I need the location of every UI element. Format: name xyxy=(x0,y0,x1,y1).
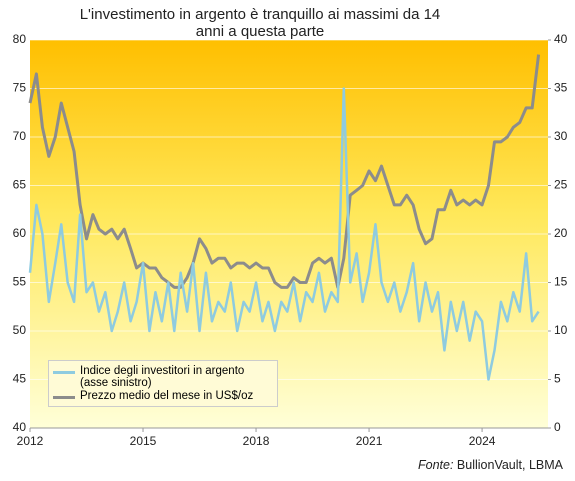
y2-tick-label: 0 xyxy=(554,420,561,434)
y2-tick-label: 30 xyxy=(554,129,568,143)
y-tick-label: 45 xyxy=(13,372,27,386)
legend-swatch xyxy=(53,396,75,399)
legend-label: Prezzo medio del mese in US$/oz xyxy=(80,390,254,402)
x-tick-label: 2012 xyxy=(17,434,44,448)
legend: Indice degli investitori in argento (ass… xyxy=(48,360,278,407)
x-tick-label: 2024 xyxy=(469,434,496,448)
series-line xyxy=(28,87,540,381)
y-tick-label: 60 xyxy=(13,226,27,240)
series-line xyxy=(28,54,541,289)
y2-tick-label: 15 xyxy=(554,275,568,289)
source: Fonte: BullionVault, LBMA xyxy=(418,458,563,472)
y2-tick-label: 10 xyxy=(554,323,568,337)
y2-tick-label: 35 xyxy=(554,81,568,95)
y2-tick-label: 25 xyxy=(554,178,568,192)
y-tick-label: 50 xyxy=(13,323,27,337)
x-tick-label: 2015 xyxy=(130,434,157,448)
y2-tick-label: 5 xyxy=(554,372,561,386)
chart-title: L'investimento in argento è tranquillo a… xyxy=(79,6,441,40)
y2-tick-label: 40 xyxy=(554,32,568,46)
y-tick-label: 65 xyxy=(13,178,27,192)
y-tick-label: 70 xyxy=(13,129,27,143)
y-tick-label: 40 xyxy=(13,420,27,434)
source-label: Fonte: xyxy=(418,458,454,472)
y-tick-label: 55 xyxy=(13,275,27,289)
source-text: BullionVault, LBMA xyxy=(456,458,563,472)
x-tick-label: 2021 xyxy=(356,434,383,448)
legend-entry: Indice degli investitori in argento (ass… xyxy=(53,365,273,389)
legend-label: Indice degli investitori in argento (ass… xyxy=(80,365,245,389)
y2-tick-label: 20 xyxy=(554,226,568,240)
legend-entry: Prezzo medio del mese in US$/oz xyxy=(53,390,273,402)
x-tick-label: 2018 xyxy=(243,434,270,448)
legend-swatch xyxy=(53,371,75,374)
y-tick-label: 80 xyxy=(13,32,27,46)
y-tick-label: 75 xyxy=(13,81,27,95)
